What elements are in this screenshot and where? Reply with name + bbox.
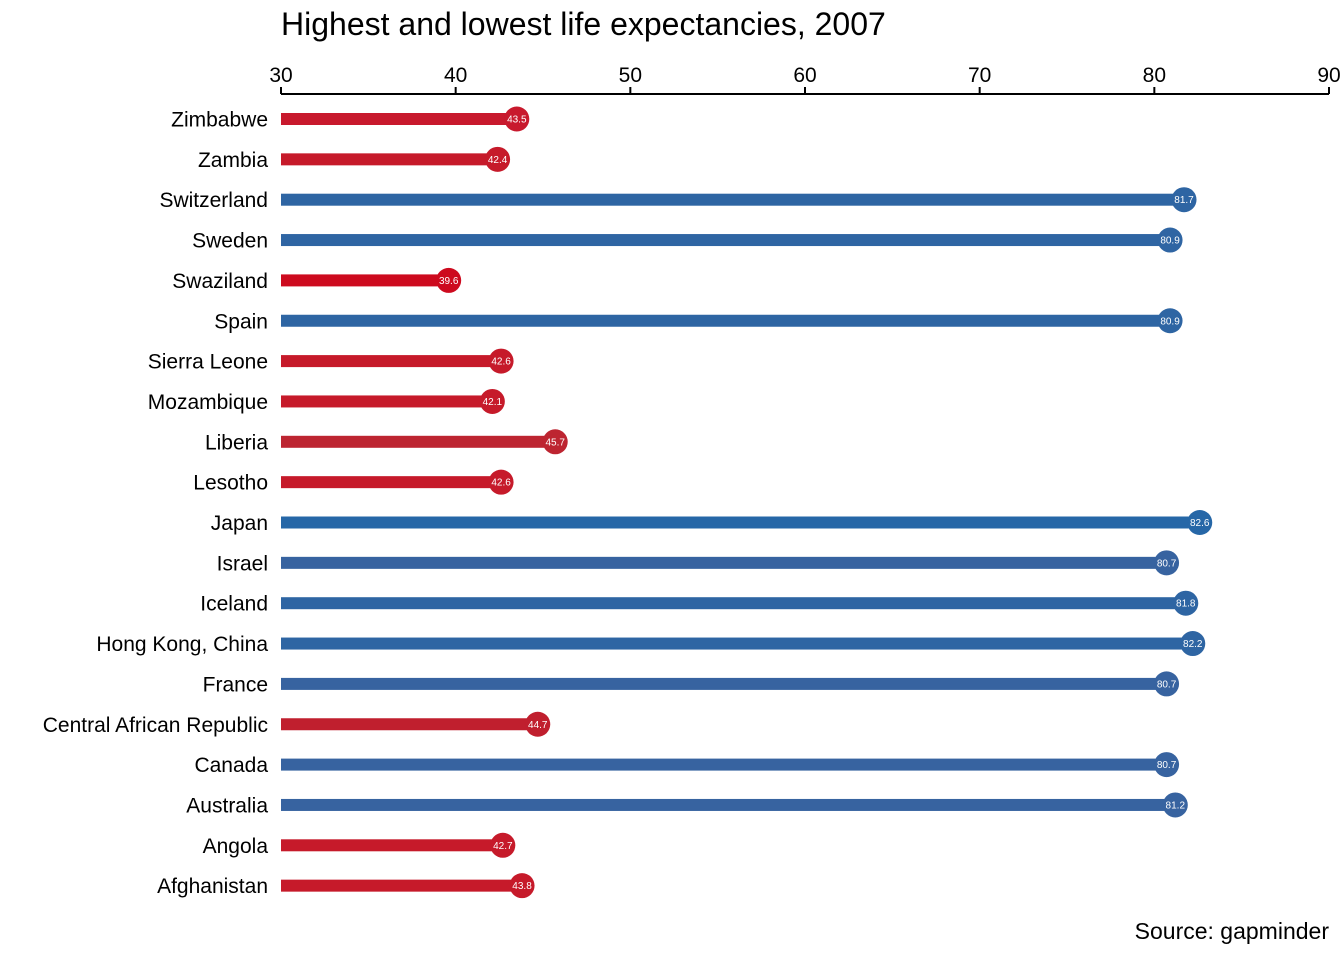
- category-label: Canada: [194, 754, 268, 777]
- bar: [281, 556, 1167, 569]
- value-label: 80.7: [1157, 760, 1177, 771]
- bar: [281, 839, 503, 852]
- bar: [281, 637, 1193, 650]
- value-label: 80.9: [1160, 316, 1180, 327]
- category-label: Japan: [211, 512, 268, 535]
- value-label: 43.8: [512, 881, 532, 892]
- source-note: Source: gapminder: [1134, 918, 1329, 944]
- bar: [281, 798, 1176, 811]
- bar-end-dot: [485, 146, 511, 172]
- bar-end-dot: [1187, 510, 1213, 535]
- category-label: Afghanistan: [157, 875, 268, 898]
- chart-title: Highest and lowest life expectancies, 20…: [281, 6, 886, 42]
- bar: [281, 758, 1167, 771]
- bar: [281, 395, 493, 408]
- x-tick-label: 40: [444, 64, 467, 87]
- x-tick-label: 90: [1317, 64, 1340, 87]
- bar-end-dot: [1173, 590, 1199, 616]
- x-tick-label: 70: [968, 64, 991, 87]
- value-label: 80.9: [1160, 236, 1180, 247]
- bar: [281, 476, 502, 489]
- value-label: 81.8: [1176, 599, 1196, 610]
- bar-end-dot: [479, 388, 505, 414]
- category-label: Iceland: [200, 593, 268, 616]
- value-label: 81.7: [1174, 195, 1194, 206]
- category-label: Switzerland: [159, 189, 268, 212]
- bar: [281, 113, 517, 125]
- x-tick-label: 50: [619, 64, 642, 87]
- bar-end-dot: [1154, 550, 1180, 576]
- category-label: Hong Kong, China: [96, 633, 268, 656]
- category-label: Central African Republic: [43, 714, 268, 737]
- bar-end-dot: [1157, 227, 1183, 253]
- bar: [281, 153, 498, 166]
- category-label: Sweden: [192, 230, 268, 253]
- bar-end-dot: [1154, 752, 1180, 778]
- category-label: Australia: [186, 794, 268, 817]
- value-label: 42.6: [491, 478, 511, 489]
- x-axis: 30 40 50 60 70 80 90: [269, 64, 1341, 95]
- bar: [281, 234, 1171, 247]
- bar-end-dot: [542, 429, 568, 455]
- category-label: Mozambique: [148, 391, 268, 414]
- category-label: Zambia: [198, 149, 268, 172]
- bar-end-dot: [488, 469, 514, 495]
- bar-end-dot: [490, 832, 516, 858]
- value-label: 42.1: [483, 397, 503, 408]
- category-label: Lesotho: [193, 472, 268, 495]
- x-tick-label: 80: [1143, 64, 1166, 87]
- bars: Zimbabwe 43.5 Zambia 42.4 Switzerland 81.7 Swe…: [43, 106, 1213, 899]
- category-label: Sierra Leone: [148, 351, 268, 374]
- value-label: 80.7: [1157, 679, 1177, 690]
- bar-end-dot: [488, 348, 514, 374]
- category-label: Zimbabwe: [171, 109, 268, 132]
- bar-end-dot: [525, 711, 551, 737]
- bar: [281, 677, 1167, 690]
- value-label: 82.6: [1190, 518, 1210, 529]
- category-label: Liberia: [205, 431, 268, 454]
- value-label: 44.7: [528, 720, 548, 731]
- bar-end-dot: [436, 267, 462, 293]
- value-label: 43.5: [507, 115, 527, 126]
- bar-end-dot: [509, 873, 535, 899]
- value-label: 42.4: [488, 155, 508, 166]
- bar: [281, 435, 556, 448]
- bar: [281, 516, 1200, 529]
- value-label: 45.7: [545, 437, 565, 448]
- bar: [281, 314, 1171, 327]
- value-label: 39.6: [439, 276, 459, 287]
- value-label: 80.7: [1157, 558, 1177, 569]
- category-label: Spain: [214, 310, 268, 333]
- value-label: 82.2: [1183, 639, 1203, 650]
- category-label: Swaziland: [172, 270, 268, 293]
- bar-end-dot: [1157, 308, 1183, 334]
- x-tick-label: 30: [269, 64, 292, 87]
- bar: [281, 597, 1186, 610]
- category-label: France: [203, 673, 268, 696]
- value-label: 42.6: [491, 357, 511, 368]
- bar-end-dot: [1180, 631, 1206, 657]
- bar: [281, 718, 538, 731]
- bar: [281, 274, 449, 287]
- x-tick-label: 60: [793, 64, 816, 87]
- category-label: Angola: [203, 835, 269, 858]
- value-label: 42.7: [493, 841, 513, 852]
- category-label: Israel: [217, 552, 268, 575]
- bar-end-dot: [1171, 187, 1197, 213]
- bar-end-dot: [1162, 792, 1188, 818]
- bar-end-dot: [1154, 671, 1180, 697]
- value-label: 81.2: [1166, 800, 1186, 811]
- bar: [281, 193, 1185, 206]
- bar: [281, 879, 523, 892]
- bar: [281, 355, 502, 368]
- bar-end-dot: [504, 106, 530, 132]
